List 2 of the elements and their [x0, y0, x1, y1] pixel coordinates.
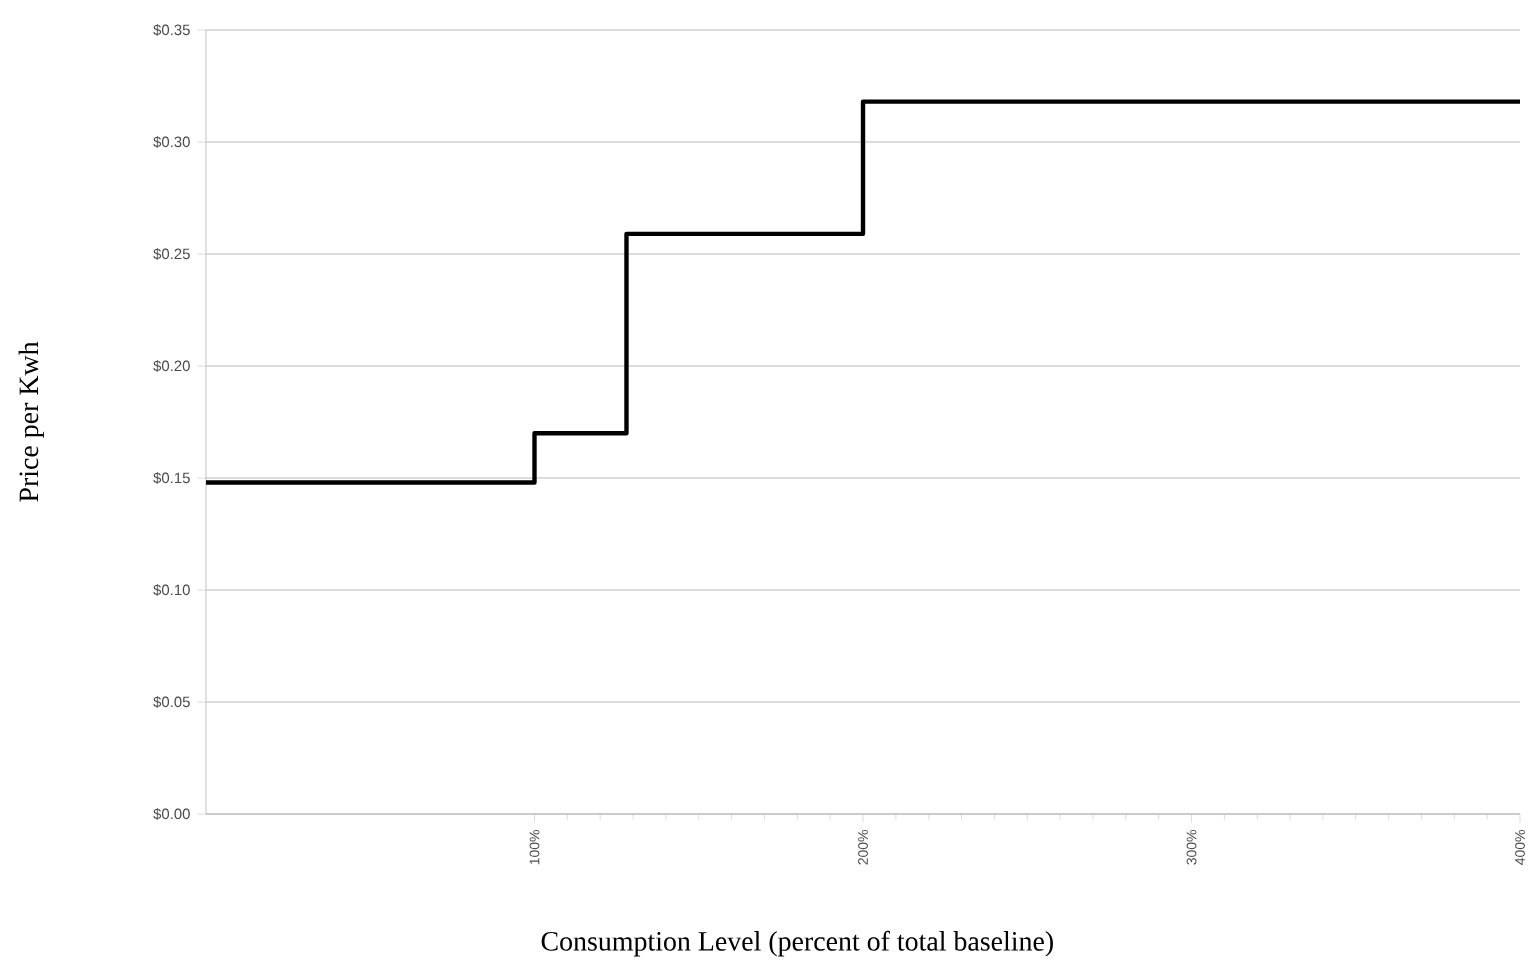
y-axis-title: Price per Kwh — [18, 341, 44, 502]
x-axis-title: Consumption Level (percent of total baseline) — [541, 930, 1053, 957]
